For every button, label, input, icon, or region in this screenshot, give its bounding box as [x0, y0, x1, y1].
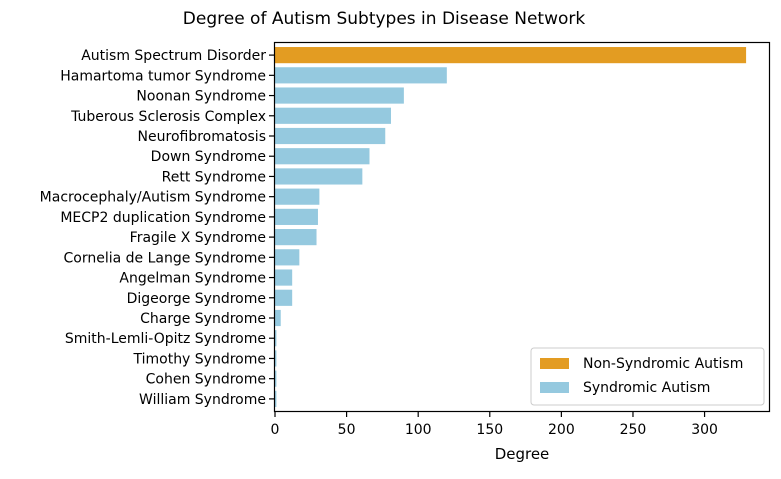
y-tick-label: Rett Syndrome: [162, 169, 266, 185]
legend-swatch-syndromic: [540, 382, 569, 393]
x-tick-label: 100: [405, 422, 432, 438]
x-tick-label: 0: [271, 422, 280, 438]
x-tick-label: 300: [691, 422, 718, 438]
x-tick-label: 200: [548, 422, 575, 438]
y-tick-label: Noonan Syndrome: [136, 89, 266, 105]
bar-16: [275, 370, 277, 387]
x-tick-labels: 0 50 100 150 200 250 300: [271, 411, 718, 438]
y-tick-label: Angelman Syndrome: [119, 271, 266, 287]
bar-6: [275, 168, 363, 185]
y-tick-label: Tuberous Sclerosis Complex: [70, 109, 266, 125]
bar-13: [275, 309, 281, 327]
bar-5: [275, 148, 370, 165]
bar-12: [275, 289, 293, 306]
legend: Non-Syndromic Autism Syndromic Autism: [530, 347, 765, 406]
bar-9: [275, 229, 317, 246]
y-tick-label: Charge Syndrome: [140, 311, 266, 327]
y-tick-label: Autism Spectrum Disorder: [81, 48, 266, 64]
bar-8: [275, 208, 318, 225]
y-tick-label: Neurofibromatosis: [138, 129, 266, 145]
x-tick-label: 50: [338, 422, 356, 438]
y-tick-label: Down Syndrome: [151, 149, 266, 165]
y-tick-labels: Autism Spectrum Disorder Hamartoma tumor …: [40, 48, 275, 408]
bars-layer: [275, 47, 747, 407]
bar-14: [275, 330, 277, 347]
bar-7: [275, 188, 320, 205]
y-tick-label: Cohen Syndrome: [146, 372, 266, 388]
bar-0: [275, 47, 747, 64]
y-tick-label: William Syndrome: [139, 392, 266, 408]
y-tick-label: Digeorge Syndrome: [127, 291, 266, 307]
y-tick-label: Macrocephaly/Autism Syndrome: [40, 190, 266, 206]
legend-label-non-syndromic: Non-Syndromic Autism: [583, 356, 743, 372]
x-tick-label: 150: [476, 422, 503, 438]
y-tick-label: Timothy Syndrome: [132, 351, 266, 367]
bar-1: [275, 67, 447, 84]
y-tick-label: MECP2 duplication Syndrome: [60, 210, 266, 226]
chart-title: Degree of Autism Subtypes in Disease Net…: [183, 9, 586, 29]
legend-frame: [530, 347, 765, 406]
bar-15: [275, 350, 277, 367]
legend-swatch-non-syndromic: [540, 358, 569, 369]
bar-10: [275, 249, 300, 266]
bar-2: [275, 87, 404, 104]
y-tick-label: Cornelia de Lange Syndrome: [64, 250, 267, 266]
legend-label-syndromic: Syndromic Autism: [583, 380, 710, 396]
y-tick-label: Hamartoma tumor Syndrome: [60, 68, 266, 84]
y-tick-label: Smith-Lemli-Opitz Syndrome: [65, 331, 266, 347]
plot-frame: [273, 41, 771, 413]
x-axis-label: Degree: [495, 445, 550, 463]
bar-4: [275, 127, 386, 145]
y-tick-label: Fragile X Syndrome: [130, 230, 266, 246]
bar-11: [275, 269, 293, 286]
bar-17: [275, 390, 277, 407]
bar-3: [275, 107, 391, 124]
x-tick-label: 250: [620, 422, 647, 438]
